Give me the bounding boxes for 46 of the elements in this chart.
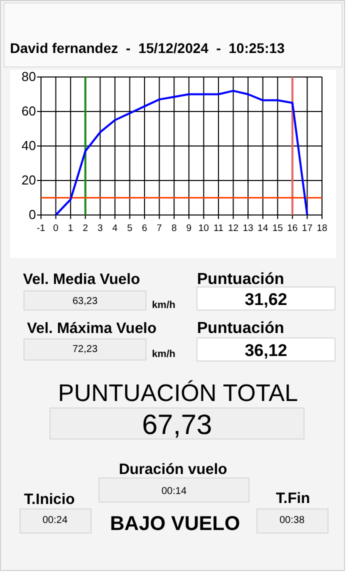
y-tick-label: 20 — [22, 172, 36, 188]
text: Vel. Media Vuelo — [23, 271, 140, 288]
text: Duración vuelo — [118, 461, 228, 478]
x-tick-label: 9 — [186, 223, 192, 234]
x-tick-label: -1 — [36, 223, 46, 234]
y-tick-label: 40 — [22, 138, 36, 153]
text: km/h — [152, 349, 176, 360]
x-tick-label: 3 — [98, 223, 103, 234]
text: 00:14 — [161, 486, 187, 497]
x-tick-label: 7 — [156, 223, 162, 234]
x-tick-label: 16 — [287, 223, 298, 234]
text: 63,23 — [72, 296, 98, 307]
x-tick-label: 17 — [302, 223, 312, 234]
text: T.Inicio — [24, 491, 75, 508]
text: 31,62 — [244, 290, 288, 309]
x-tick-label: 0 — [53, 223, 58, 234]
x-tick-label: 5 — [127, 223, 132, 234]
x-tick-label: 15 — [272, 223, 283, 234]
chart-title: David fernandez - 15/12/2024 - 10:25:13 — [10, 40, 285, 56]
y-tick-label: 0 — [28, 207, 36, 222]
text: PUNTUACIÓN TOTAL — [58, 380, 298, 407]
y-tick-label: 60 — [22, 104, 36, 118]
text: Puntuación — [197, 271, 284, 288]
x-tick-label: 13 — [242, 223, 254, 234]
text: Vel. Máxima Vuelo — [27, 320, 156, 337]
x-tick-label: 8 — [171, 223, 177, 234]
x-tick-label: 12 — [228, 223, 239, 234]
text: Puntuación — [197, 320, 284, 337]
text: T.Fin — [276, 490, 310, 507]
x-tick-label: 2 — [82, 223, 88, 234]
x-tick-label: 18 — [316, 223, 328, 234]
text: 36,12 — [244, 341, 288, 360]
text: 67,73 — [142, 409, 212, 440]
text: BAJO VUELO — [110, 513, 240, 535]
x-tick-label: 6 — [142, 223, 148, 234]
text: km/h — [152, 300, 176, 311]
x-tick-label: 10 — [198, 223, 209, 234]
line-series — [54, 90, 308, 216]
text: 72,23 — [72, 344, 98, 355]
x-tick-label: 11 — [214, 223, 224, 234]
text: 00:38 — [279, 515, 305, 526]
x-tick-label: 1 — [68, 223, 74, 234]
y-tick-label: 80 — [22, 69, 36, 84]
text: 00:24 — [42, 515, 68, 526]
x-tick-label: 14 — [258, 223, 268, 234]
x-tick-label: 4 — [112, 223, 118, 234]
